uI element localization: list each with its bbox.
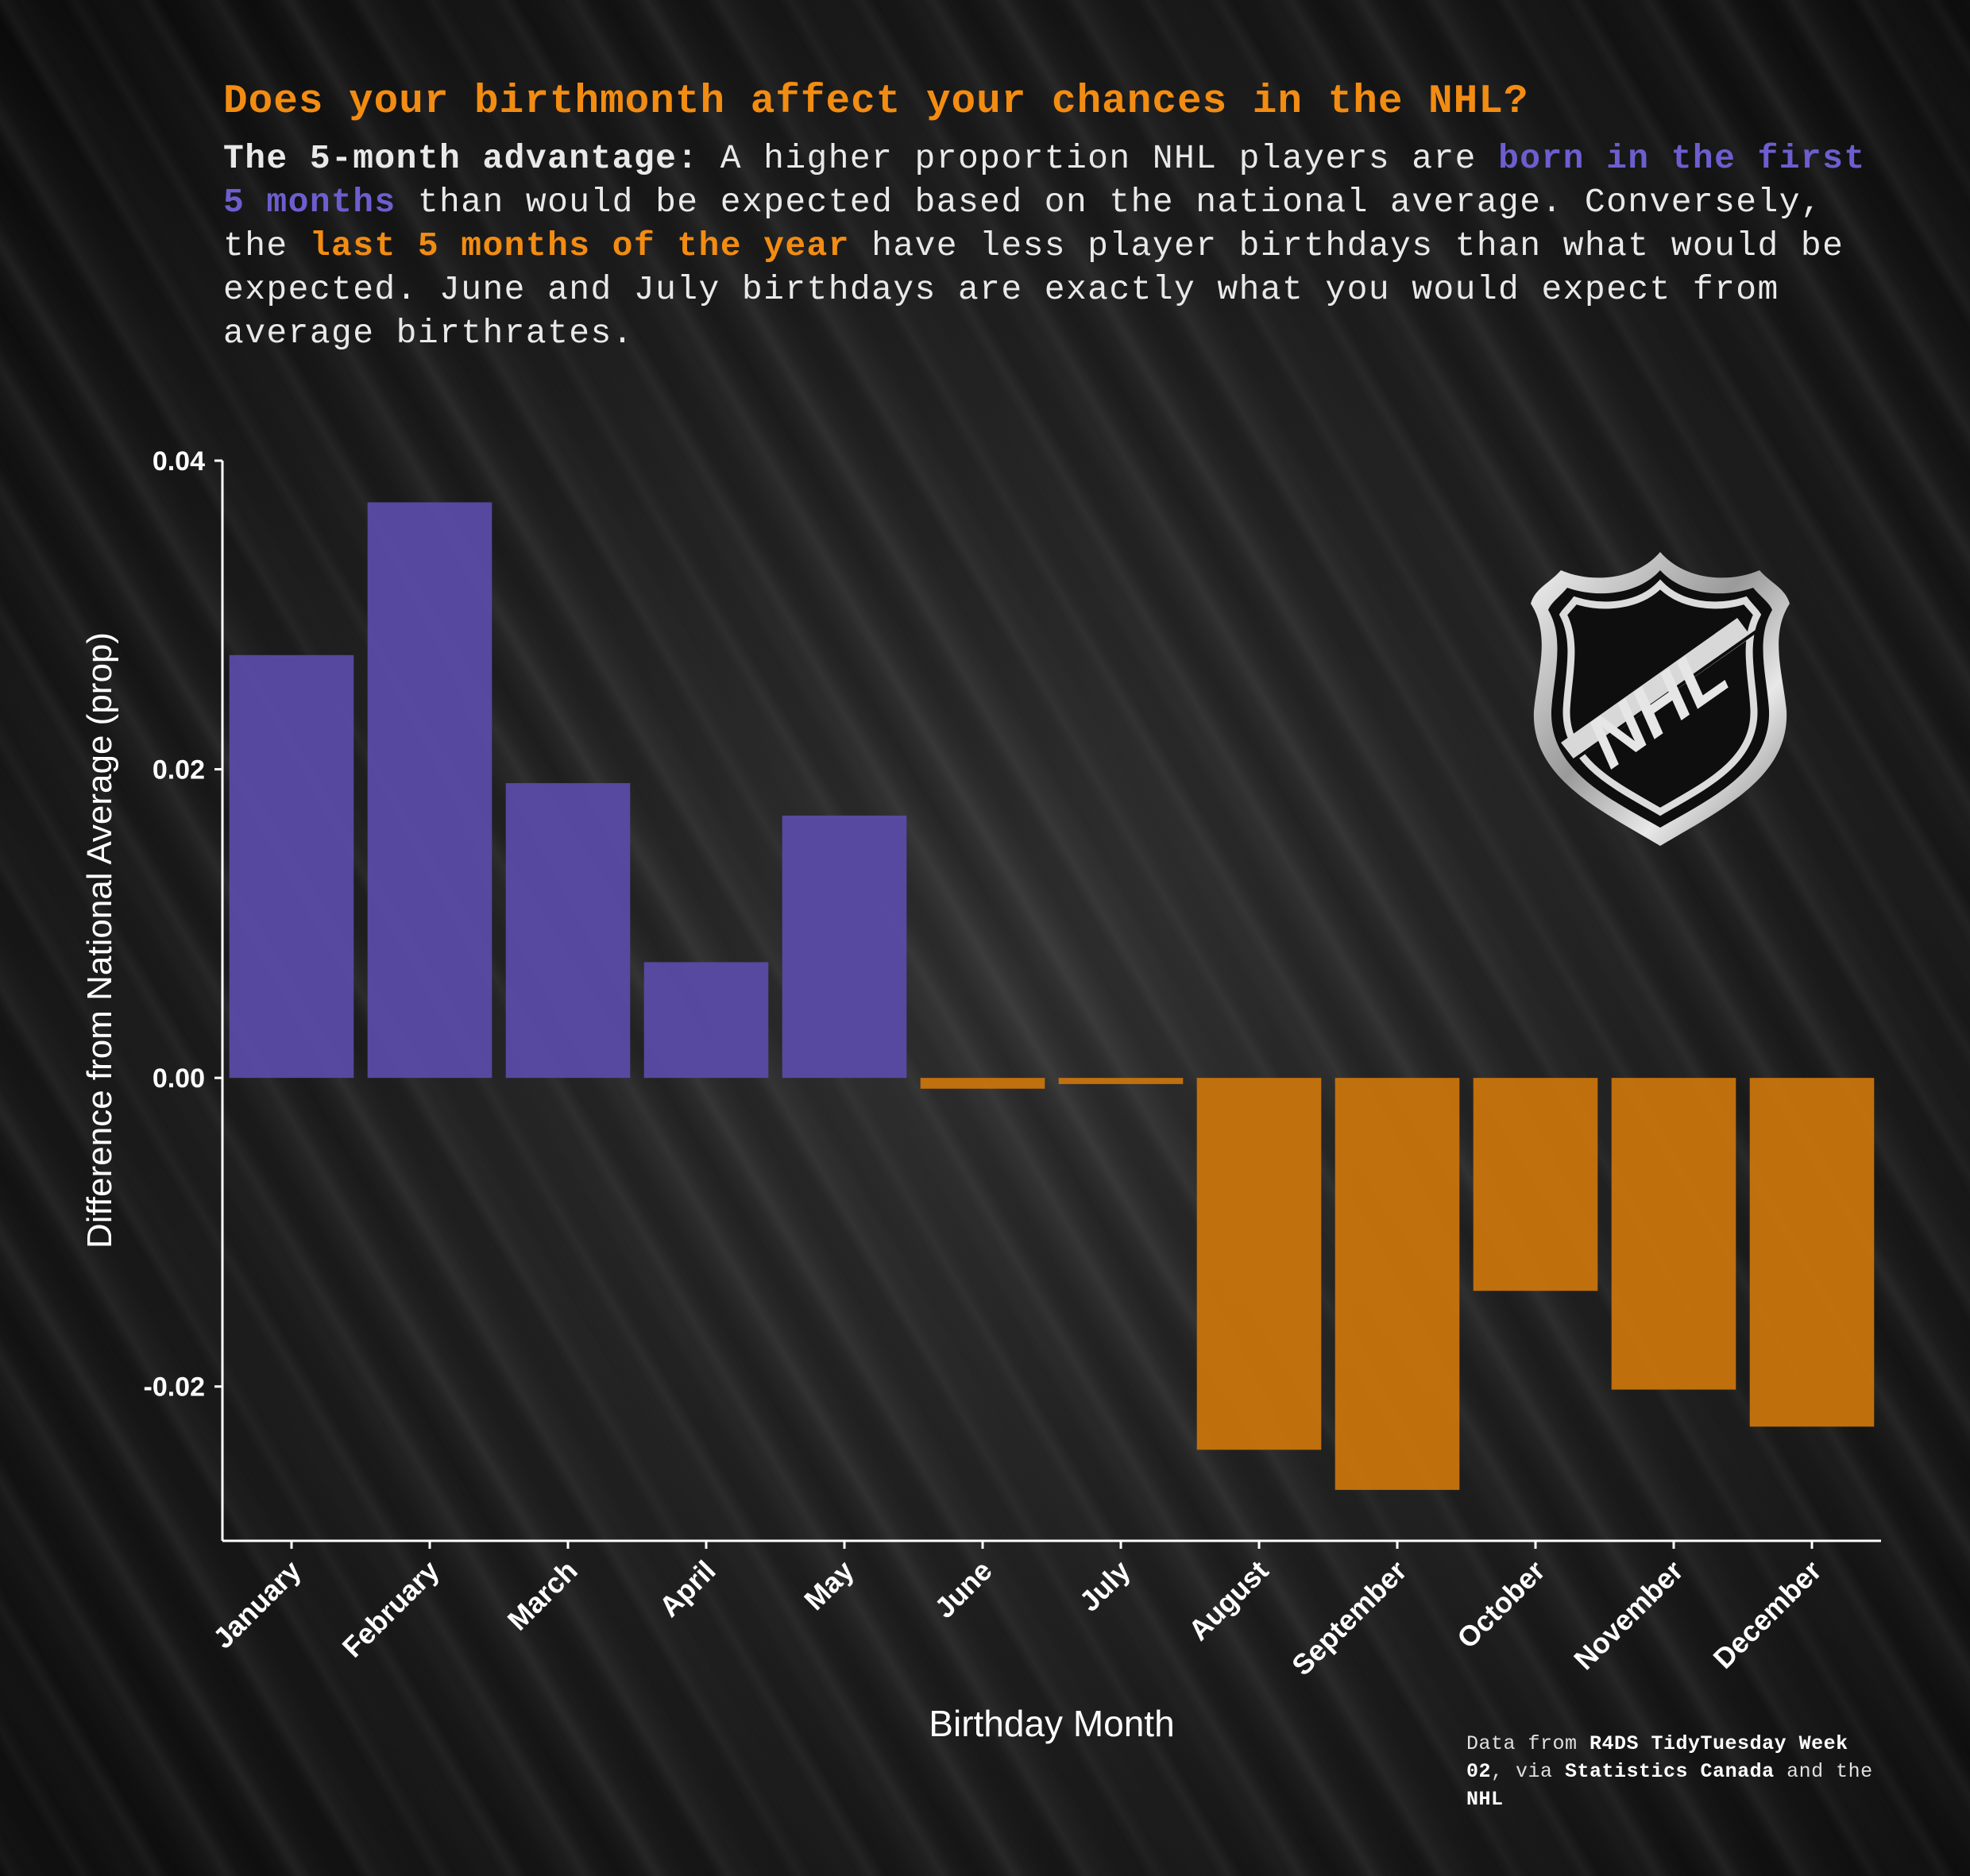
y-tick-label: 0.02 [153, 755, 205, 786]
subtitle-text-2: than would be expected based on the nati… [223, 183, 1823, 265]
caption-source-2: Statistics Canada [1565, 1760, 1775, 1783]
x-tick-label-july: July [1073, 1554, 1137, 1618]
bar-march [505, 783, 631, 1079]
y-tick-label: 0.00 [153, 1063, 205, 1094]
x-tick-label-september: September [1285, 1554, 1413, 1682]
chart-title: Does your birthmonth affect your chances… [223, 79, 1529, 125]
bar-october [1473, 1078, 1598, 1291]
bars-group [229, 502, 1875, 1490]
bar-september [1335, 1078, 1460, 1490]
bar-august [1196, 1078, 1322, 1450]
x-tick-label-may: May [798, 1554, 860, 1617]
x-tick-label-december: December [1707, 1554, 1828, 1675]
x-axis-label: Birthday Month [929, 1703, 1174, 1744]
nhl-shield-logo: NHL [1531, 552, 1790, 846]
y-tick-label: 0.04 [153, 446, 205, 477]
subtitle-lead: The 5-month advantage: [223, 139, 699, 178]
x-tick-label-october: October [1450, 1554, 1551, 1655]
caption-source-1: R4DS TidyTuesday Week 02 [1466, 1732, 1848, 1783]
caption-source-3: NHL [1466, 1788, 1504, 1811]
x-tick-label-march: March [501, 1554, 584, 1637]
chart-subtitle: The 5-month advantage: A higher proporti… [223, 137, 1891, 355]
bar-july [1058, 1078, 1184, 1084]
caption-text-2: , via [1491, 1760, 1566, 1783]
caption-text-1: Data from [1466, 1732, 1590, 1755]
x-ticks-group: January February March April May June July Augu… [207, 1541, 1828, 1681]
subtitle-text-3: have less player birthdays than what wou… [223, 226, 1844, 353]
subtitle-highlight-last-months: last 5 months of the year [309, 226, 850, 265]
x-tick-label-august: August [1182, 1554, 1275, 1647]
data-source-caption: Data from R4DS TidyTuesday Week 02, via … [1466, 1730, 1879, 1813]
x-tick-label-june: June [928, 1554, 998, 1624]
bar-february [367, 502, 492, 1079]
x-tick-label-november: November [1567, 1554, 1689, 1676]
x-tick-label-february: February [336, 1554, 446, 1664]
bar-june [920, 1078, 1045, 1089]
bar-december [1749, 1078, 1875, 1427]
y-tick-label: -0.02 [144, 1372, 206, 1403]
x-tick-label-april: April [653, 1554, 722, 1623]
y-ticks-group: 0.04 0.02 0.00 -0.02 [144, 446, 222, 1403]
bar-may [782, 815, 907, 1079]
bar-april [643, 962, 769, 1079]
bar-november [1611, 1078, 1736, 1390]
subtitle-highlight-first-months: born in the first 5 months [223, 139, 1866, 222]
bar-january [229, 654, 354, 1079]
subtitle-text-1: A higher proportion NHL players are [698, 139, 1499, 178]
caption-text-3: and the [1774, 1760, 1873, 1783]
x-tick-label-january: January [207, 1554, 307, 1655]
y-axis-label: Difference from National Average (prop) [80, 632, 119, 1249]
